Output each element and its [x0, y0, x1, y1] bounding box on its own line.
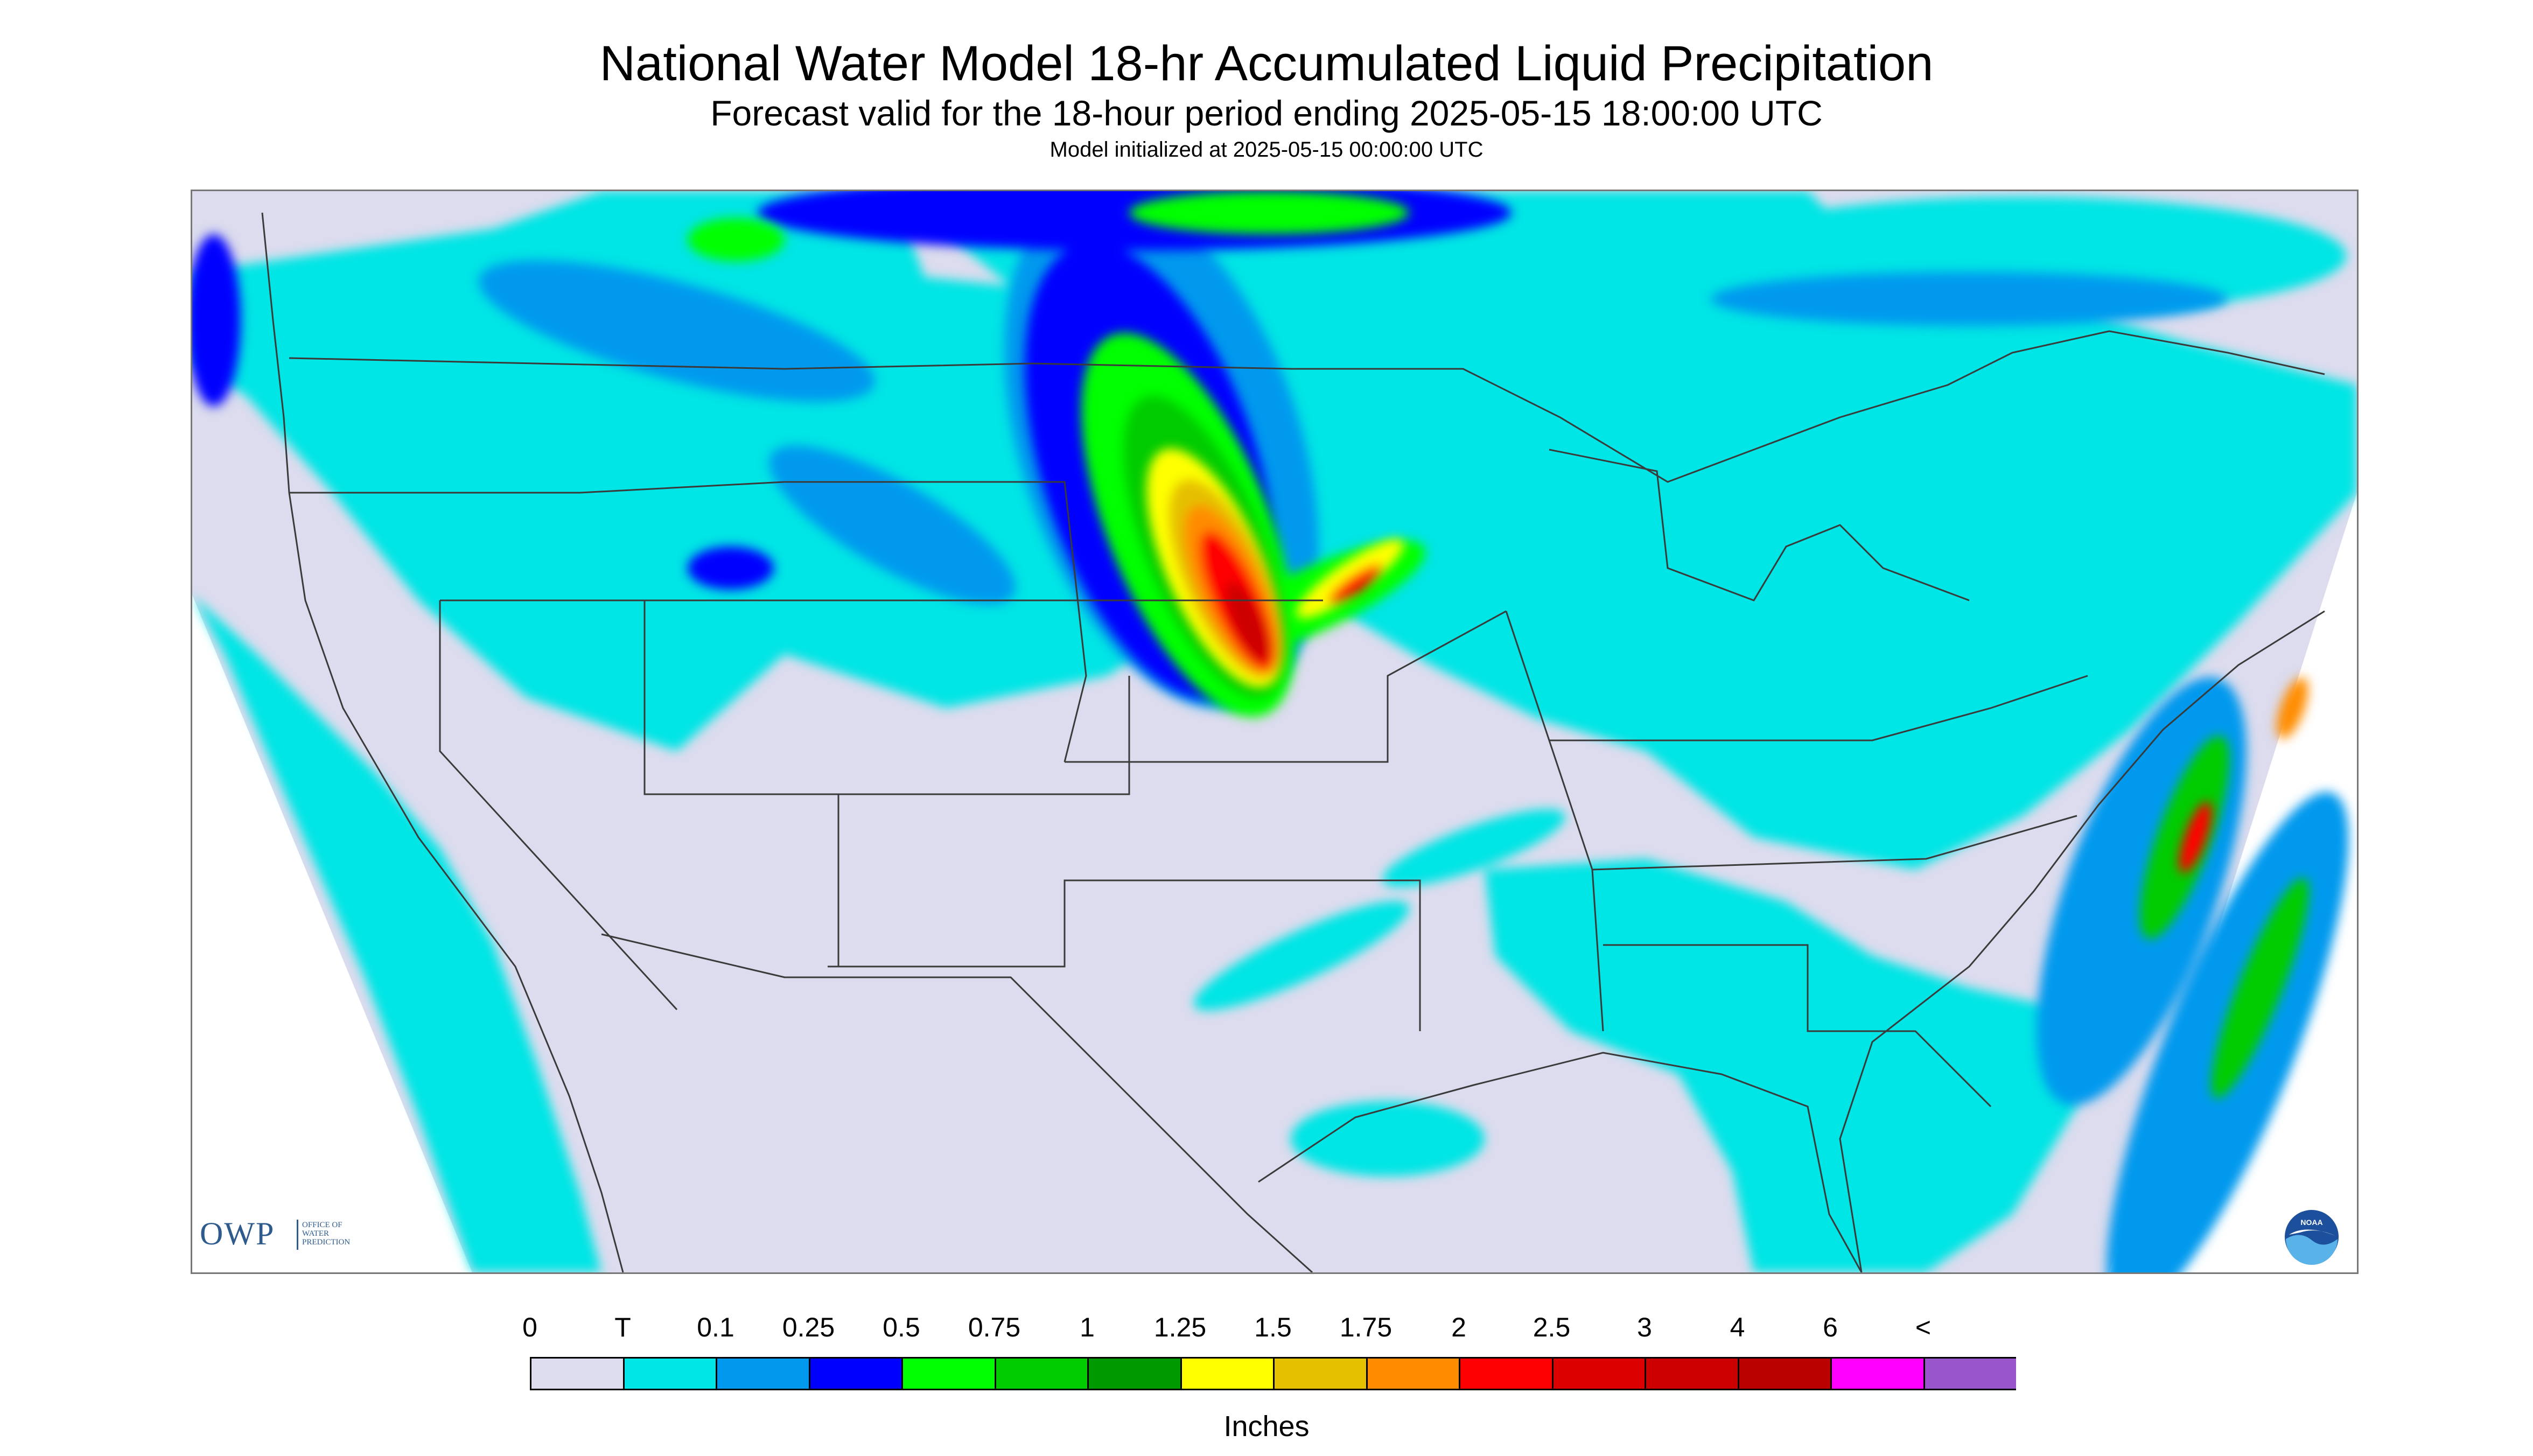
- legend-swatch-7: [1180, 1357, 1273, 1390]
- legend-swatch-6: [1087, 1357, 1180, 1390]
- legend-label-11: 2.5: [1533, 1312, 1571, 1342]
- canada-light-band: [1711, 272, 2228, 326]
- owp-logo-divider: [297, 1220, 298, 1250]
- legend-units: Inches: [1223, 1410, 1310, 1443]
- legend-label-7: 1.25: [1153, 1312, 1207, 1342]
- noaa-logo-text: NOAA: [2300, 1218, 2322, 1227]
- legend-swatch-5: [994, 1357, 1087, 1390]
- legend-swatch-13: [1737, 1357, 1830, 1390]
- legend-label-13: 4: [1730, 1312, 1745, 1342]
- washington-blue: [192, 234, 241, 407]
- southern-line: [828, 879, 1421, 1031]
- legend-swatch-2: [716, 1357, 809, 1390]
- legend-label-6: 1: [1080, 1312, 1095, 1342]
- model-init-note: Model initialized at 2025-05-15 00:00:00…: [1049, 138, 1484, 162]
- texas-trace-streak: [1193, 901, 1410, 1011]
- gulf-coast: [1258, 1052, 1863, 1272]
- legend-swatch-9: [1366, 1357, 1459, 1390]
- gulf-trace-blob: [1291, 1101, 1485, 1177]
- map-subtitle: Forecast valid for the 18-hour period en…: [710, 93, 1823, 133]
- southeast-trace-area: [1485, 859, 2077, 1272]
- legend-label-15: <: [1915, 1312, 1932, 1342]
- core-dark-red: [1226, 582, 1270, 662]
- legend-swatch-3: [808, 1357, 901, 1390]
- legend-label-9: 1.75: [1339, 1312, 1393, 1342]
- legend-swatch-12: [1645, 1357, 1738, 1390]
- legend-label-5: 0.75: [968, 1312, 1021, 1342]
- owp-logo-letters: OWP: [200, 1216, 275, 1251]
- appalachian-line: [1592, 815, 2077, 871]
- legend-label-10: 2: [1451, 1312, 1466, 1342]
- legend-label-2: 0.1: [697, 1312, 734, 1342]
- map-canvas: [192, 191, 2357, 1272]
- legend-swatch-0: [530, 1357, 623, 1390]
- owp-logo-line-2: WATER: [302, 1229, 329, 1238]
- owp-logo-line-1: OFFICE OF: [302, 1221, 342, 1229]
- south-plains-trace-streak: [1382, 809, 1565, 887]
- legend-swatch-4: [901, 1357, 995, 1390]
- idaho-blue: [688, 547, 774, 590]
- east-coast-red: [2179, 801, 2212, 873]
- legend-label-8: 1.5: [1254, 1312, 1292, 1342]
- legend-label-4: 0.5: [883, 1312, 920, 1342]
- map-title: National Water Model 18-hr Accumulated L…: [599, 36, 1934, 91]
- arm-red: [1328, 564, 1382, 604]
- montana-band: [769, 445, 1016, 605]
- owp-logo: OWP OFFICE OF WATER PREDICTION: [200, 1215, 377, 1256]
- northwest-states-line: [289, 481, 1087, 762]
- atlantic-red: [2276, 677, 2308, 739]
- color-legend: 0 T 0.1 0.25 0.5 0.75 1 1.25 1.5 1.75 2 2.5 3 4 6 <: [522, 1312, 2016, 1390]
- great-lakes-outline: [1549, 449, 1970, 601]
- northwest-band: [479, 260, 875, 402]
- legend-swatch-14: [1830, 1357, 1923, 1390]
- legend-label-1: T: [614, 1312, 631, 1342]
- legend-swatch-15: [1923, 1357, 2016, 1390]
- noaa-logo: NOAA: [2285, 1210, 2339, 1265]
- legend-swatch-11: [1551, 1357, 1645, 1390]
- legend-swatch-1: [622, 1357, 716, 1390]
- canada-border: [289, 330, 2325, 483]
- ohio-valley-line: [1549, 675, 2088, 741]
- canada-green-small: [688, 218, 785, 261]
- mexico-border: [601, 933, 1313, 1272]
- precipitation-map: OWP OFFICE OF WATER PREDICTION NOAA: [191, 190, 2359, 1274]
- atlantic-green: [2211, 878, 2309, 1098]
- legend-label-14: 6: [1823, 1312, 1838, 1342]
- atlantic-coast: [1839, 610, 2325, 1272]
- nevada-line: [439, 600, 678, 1011]
- colorado-line: [838, 676, 1130, 795]
- mississippi-line: [1505, 611, 1604, 1032]
- precip-layer: [192, 191, 2357, 1272]
- southeast-line: [1603, 944, 1992, 1108]
- canada-green: [1129, 191, 1409, 234]
- pacific-coastline: [261, 212, 624, 1272]
- owp-logo-line-3: PREDICTION: [302, 1238, 351, 1247]
- owp-logo-subtitle: OFFICE OF WATER PREDICTION: [302, 1221, 377, 1247]
- legend-label-12: 3: [1637, 1312, 1652, 1342]
- utah-line: [643, 600, 839, 967]
- legend-label-3: 0.25: [782, 1312, 835, 1342]
- pacific-coast-band: [192, 595, 601, 1272]
- legend-swatch-10: [1459, 1357, 1552, 1390]
- state-boundaries: [289, 330, 2325, 1272]
- plains-line: [1065, 610, 1507, 763]
- legend-label-0: 0: [522, 1312, 537, 1342]
- legend-swatch-8: [1273, 1357, 1366, 1390]
